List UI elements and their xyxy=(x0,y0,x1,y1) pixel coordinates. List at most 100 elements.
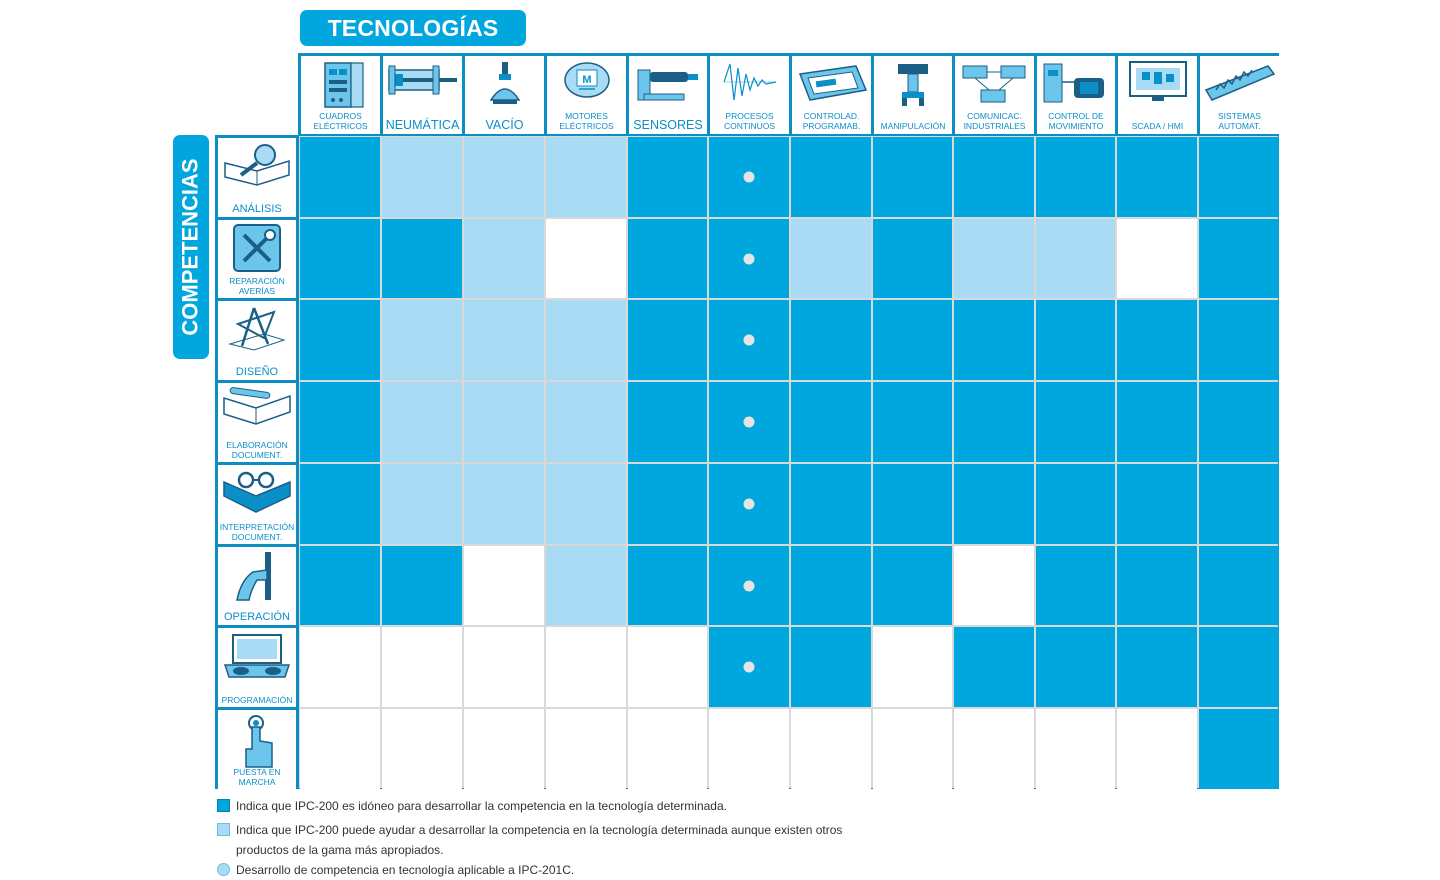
matrix-cell xyxy=(300,300,380,380)
matrix-cell xyxy=(709,546,789,625)
legend-partial-text-1: Indica que IPC-200 puede ayudar a desarr… xyxy=(236,823,843,837)
matrix-cell xyxy=(464,464,544,544)
legend-circle-swatch xyxy=(217,863,230,876)
matrix-cell xyxy=(382,464,462,544)
matrix-cell xyxy=(954,546,1034,625)
matrix-cell xyxy=(873,464,952,544)
matrix-cell xyxy=(873,627,952,707)
matrix-cell xyxy=(300,627,380,707)
matrix-cell xyxy=(791,137,871,217)
matrix-cell xyxy=(628,464,707,544)
tech-header-label: MOTORES ELÉCTRICOS xyxy=(559,111,614,131)
competence-technology-matrix xyxy=(298,135,1279,789)
tech-header-label: PROCESOS CONTINUOS xyxy=(724,111,775,131)
tech-header-label: CONTROL DE MOVIMIENTO xyxy=(1048,111,1104,131)
ipc201c-dot xyxy=(743,416,755,428)
competence-row-header-2: REPARACIÓN AVERÍAS xyxy=(218,220,296,298)
matrix-cell xyxy=(546,709,626,789)
ipc201c-dot xyxy=(743,661,755,673)
matrix-cell xyxy=(464,300,544,380)
matrix-cell xyxy=(546,546,626,625)
competence-row-header-3: DISEÑO xyxy=(218,301,296,380)
competence-label: ELABORACIÓN DOCUMENT. xyxy=(226,440,288,460)
competence-row-header-7: PROGRAMACIÓN xyxy=(218,628,296,707)
ipc201c-dot xyxy=(743,334,755,346)
tech-header-3: VACÍO xyxy=(465,56,544,134)
matrix-cell xyxy=(1117,627,1197,707)
svg-text:M: M xyxy=(582,74,591,86)
tech-header-11: SCADA / HMI xyxy=(1118,56,1197,134)
tech-header-4: M MOTORES ELÉCTRICOS xyxy=(547,56,626,134)
matrix-cell xyxy=(300,137,380,217)
matrix-cell xyxy=(873,382,952,462)
tech-header-label: SISTEMAS AUTOMAT. xyxy=(1218,111,1261,131)
matrix-cell xyxy=(628,709,707,789)
matrix-cell xyxy=(873,709,952,789)
competencias-header: COMPETENCIAS xyxy=(173,135,209,359)
matrix-cell xyxy=(382,546,462,625)
tech-header-8: MANIPULACIÓN xyxy=(874,56,952,134)
legend-circle-text: Desarrollo de competencia en tecnología … xyxy=(236,863,575,877)
tecnologias-title: TECNOLOGÍAS xyxy=(327,14,499,41)
matrix-cell xyxy=(709,627,789,707)
matrix-cell xyxy=(873,219,952,298)
matrix-cell xyxy=(1199,709,1279,789)
ipc201c-dot xyxy=(743,171,755,183)
matrix-cell xyxy=(464,709,544,789)
technology-header-row: CUADROS ELÉCTRICOS NEUMÁTICA VACÍO M MOTORES… xyxy=(298,53,1279,135)
matrix-cell xyxy=(1117,546,1197,625)
matrix-cell xyxy=(1036,546,1115,625)
matrix-cell xyxy=(1117,219,1197,298)
matrix-cell xyxy=(628,219,707,298)
competence-label: INTERPRETACIÓN DOCUMENT. xyxy=(219,522,295,542)
matrix-cell xyxy=(382,219,462,298)
matrix-cell xyxy=(791,382,871,462)
competence-label: OPERACIÓN xyxy=(223,611,290,623)
tech-header-label: VACÍO xyxy=(485,118,524,132)
matrix-cell xyxy=(546,382,626,462)
legend-partial-swatch xyxy=(217,823,230,836)
matrix-cell xyxy=(709,300,789,380)
matrix-cell xyxy=(709,464,789,544)
matrix-cell xyxy=(546,464,626,544)
matrix-cell xyxy=(954,709,1034,789)
competence-row-header-4: ELABORACIÓN DOCUMENT. xyxy=(218,383,296,462)
competence-label: REPARACIÓN AVERÍAS xyxy=(229,276,285,296)
matrix-cell xyxy=(300,464,380,544)
competence-label: ANÁLISIS xyxy=(232,203,282,215)
ipc201c-dot xyxy=(743,498,755,510)
matrix-cell xyxy=(300,219,380,298)
matrix-cell xyxy=(1036,709,1115,789)
matrix-cell xyxy=(382,137,462,217)
matrix-cell xyxy=(954,464,1034,544)
tech-header-9: COMUNICAC. INDUSTRIALES xyxy=(955,56,1034,134)
matrix-cell xyxy=(300,709,380,789)
tech-header-label: SENSORES xyxy=(633,118,703,132)
matrix-cell xyxy=(382,709,462,789)
matrix-cell xyxy=(1199,300,1279,380)
matrix-cell xyxy=(1117,709,1197,789)
competence-row-header-5: INTERPRETACIÓN DOCUMENT. xyxy=(218,465,296,544)
matrix-cell xyxy=(709,382,789,462)
matrix-cell xyxy=(628,300,707,380)
matrix-cell xyxy=(791,300,871,380)
matrix-cell xyxy=(1199,464,1279,544)
tech-header-label: CONTROLAD. PROGRAMAB. xyxy=(802,111,861,131)
tech-header-label: MANIPULACIÓN xyxy=(880,121,946,131)
matrix-cell xyxy=(300,382,380,462)
matrix-cell xyxy=(546,300,626,380)
competence-column: ANÁLISIS REPARACIÓN AVERÍAS DISEÑO ELABORAC… xyxy=(215,135,299,789)
matrix-cell xyxy=(1117,464,1197,544)
matrix-cell xyxy=(1199,219,1279,298)
tech-header-2: NEUMÁTICA xyxy=(383,56,462,134)
tech-header-1: CUADROS ELÉCTRICOS xyxy=(301,56,380,134)
matrix-cell xyxy=(954,219,1034,298)
matrix-cell xyxy=(1036,300,1115,380)
matrix-cell xyxy=(464,382,544,462)
tech-header-label: COMUNICAC. INDUSTRIALES xyxy=(963,111,1026,131)
matrix-cell xyxy=(1117,382,1197,462)
matrix-cell xyxy=(873,300,952,380)
matrix-cell xyxy=(1036,464,1115,544)
matrix-cell xyxy=(873,546,952,625)
matrix-cell xyxy=(954,627,1034,707)
